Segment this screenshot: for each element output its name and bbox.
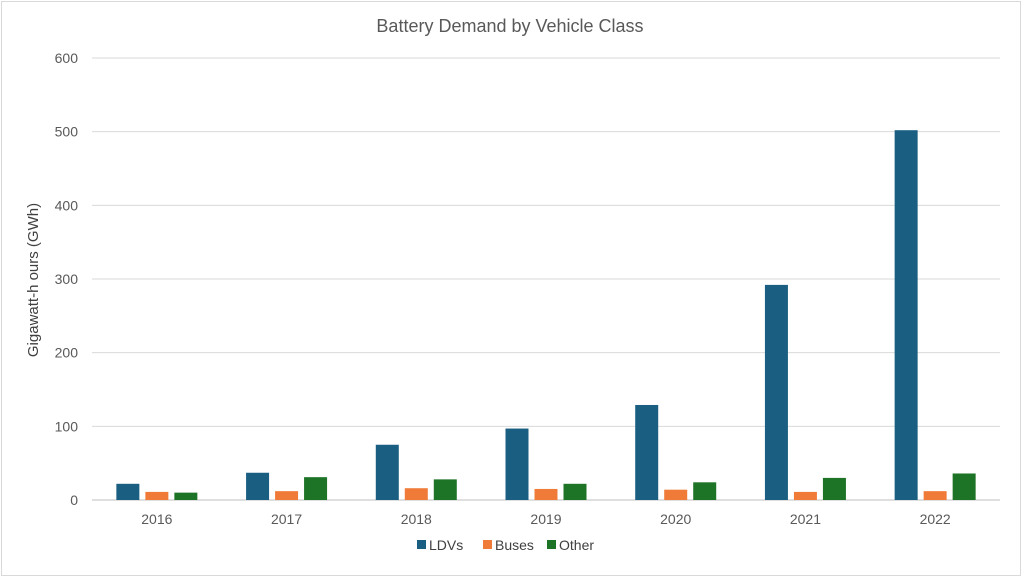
y-tick-label: 500 [55, 124, 79, 140]
bar-other-2017 [304, 477, 328, 500]
bar-buses-2017 [275, 491, 299, 500]
y-tick-label: 100 [55, 418, 79, 434]
bar-other-2020 [693, 482, 717, 500]
legend-label-other: Other [559, 537, 594, 553]
x-tick-label: 2016 [141, 511, 172, 527]
legend-label-ldvs: LDVs [429, 537, 463, 553]
y-axis-label: Gigawatt-h ours (GWh) [25, 203, 42, 357]
x-tick-label: 2020 [660, 511, 691, 527]
bar-ldvs-2019 [505, 428, 529, 500]
chart-title: Battery Demand by Vehicle Class [376, 16, 643, 36]
x-tick-label: 2021 [790, 511, 821, 527]
bar-other-2016 [174, 492, 198, 500]
bar-buses-2016 [145, 491, 169, 500]
x-tick-label: 2018 [401, 511, 432, 527]
y-tick-label: 200 [55, 345, 79, 361]
bar-ldvs-2021 [764, 284, 788, 500]
bar-ldvs-2016 [116, 483, 140, 500]
gridlines [92, 57, 1000, 501]
y-tick-label: 400 [55, 197, 79, 213]
y-tick-label: 0 [70, 492, 78, 508]
x-tick-label: 2022 [920, 511, 951, 527]
bar-buses-2018 [404, 488, 428, 500]
bar-other-2021 [822, 477, 846, 500]
y-axis-ticks: 0 100 200 300 400 500 600 [55, 50, 79, 508]
bars [116, 130, 976, 500]
bar-ldvs-2018 [375, 444, 399, 500]
bar-buses-2021 [793, 491, 817, 500]
legend-swatch-buses [483, 540, 492, 549]
x-tick-label: 2019 [530, 511, 561, 527]
x-tick-label: 2017 [271, 511, 302, 527]
bar-buses-2022 [923, 491, 947, 500]
legend-swatch-other [547, 540, 556, 549]
y-tick-label: 300 [55, 271, 79, 287]
bar-other-2022 [952, 473, 976, 500]
bar-ldvs-2022 [894, 130, 918, 500]
bar-other-2019 [563, 483, 587, 500]
bar-other-2018 [433, 479, 457, 500]
x-axis-ticks: 2016 2017 2018 2019 2020 2021 2022 [141, 511, 951, 527]
bar-buses-2020 [664, 489, 688, 500]
bar-ldvs-2017 [246, 472, 270, 500]
bar-buses-2019 [534, 488, 558, 500]
bar-ldvs-2020 [635, 404, 659, 500]
legend-label-buses: Buses [495, 537, 534, 553]
y-tick-label: 600 [55, 50, 79, 66]
legend-swatch-ldvs [417, 540, 426, 549]
legend: LDVs Buses Other [417, 537, 594, 553]
